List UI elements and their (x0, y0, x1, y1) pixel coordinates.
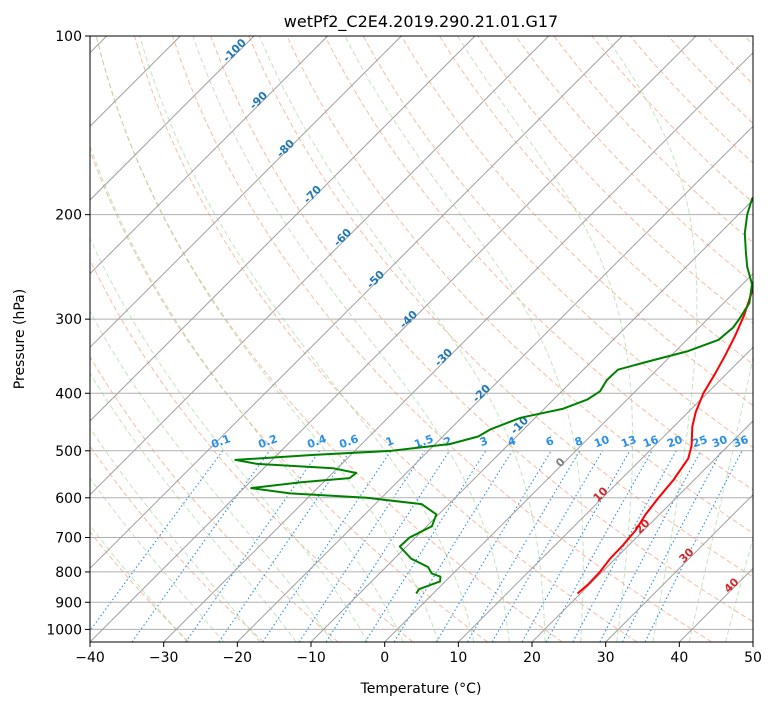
y-tick-label: 700 (55, 531, 82, 547)
x-tick-label: −30 (149, 650, 179, 666)
x-tick-label: −20 (223, 650, 253, 666)
x-tick-label: 50 (744, 650, 762, 666)
y-axis-label: Pressure (hPa) (12, 289, 28, 389)
y-tick-label: 400 (55, 386, 82, 402)
y-tick-label: 900 (55, 595, 82, 611)
x-tick-label: 10 (449, 650, 467, 666)
x-tick-label: 20 (523, 650, 541, 666)
y-tick-label: 100 (55, 29, 82, 45)
x-tick-label: 0 (380, 650, 389, 666)
x-tick-label: −40 (75, 650, 105, 666)
x-tick-label: −10 (296, 650, 326, 666)
x-tick-label: 30 (597, 650, 615, 666)
y-tick-label: 800 (55, 565, 82, 581)
x-tick-label: 40 (670, 650, 688, 666)
chart-title: wetPf2_C2E4.2019.290.21.01.G17 (284, 12, 558, 32)
y-tick-label: 300 (55, 312, 82, 328)
y-tick-label: 1000 (46, 622, 82, 638)
y-tick-label: 200 (55, 208, 82, 224)
x-axis-label: Temperature (°C) (360, 681, 482, 697)
y-tick-label: 600 (55, 491, 82, 507)
y-tick-label: 500 (55, 444, 82, 460)
